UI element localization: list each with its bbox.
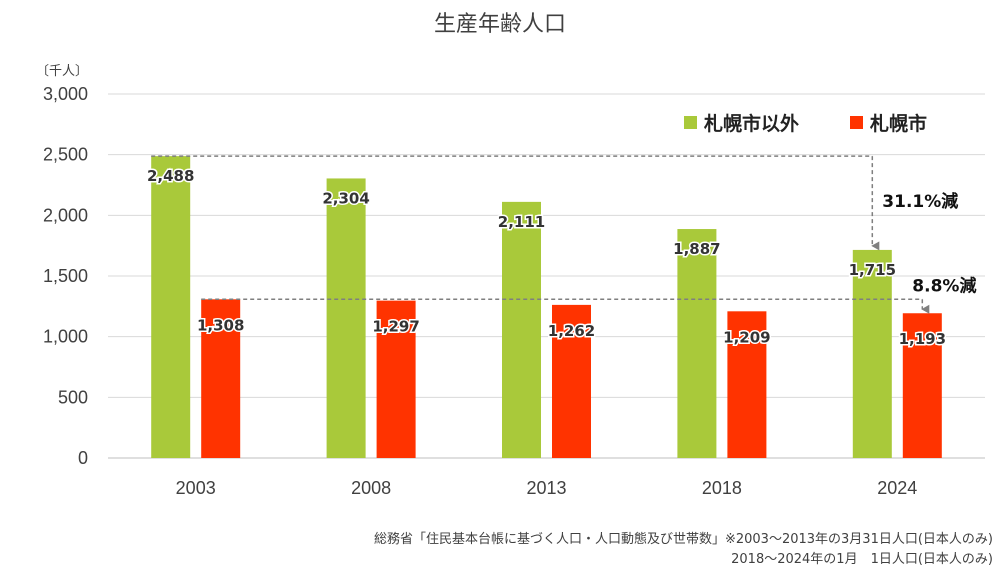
y-unit-label: 〔千人〕: [36, 64, 88, 79]
bars: [151, 156, 942, 458]
y-tick-label: 2,500: [43, 145, 88, 165]
legend: 札幌市以外 札幌市: [684, 112, 927, 135]
annotation-text: 8.8%減: [912, 275, 976, 296]
data-label: 1,262: [548, 322, 595, 340]
data-label: 1,308: [197, 316, 244, 334]
x-tick-label: 2003: [176, 478, 216, 498]
data-label: 1,209: [723, 328, 770, 346]
bar-sapporo: [201, 299, 241, 458]
y-tick-label: 500: [58, 387, 88, 407]
y-tick-label: 1,000: [43, 327, 88, 347]
annotation-text: 31.1%減: [882, 191, 958, 212]
source-note-line2: 2018～2024年の1月 1日人口(日本人のみ): [731, 552, 993, 567]
legend-swatch: [850, 116, 863, 129]
grid-lines: [108, 93, 985, 459]
legend-label: 札幌市以外: [703, 112, 799, 135]
x-tick-label: 2024: [877, 478, 917, 498]
data-label: 2,488: [147, 167, 194, 185]
source-note-line1: 総務省「住民基本台帳に基づく人口・人口動態及び世帯数」※2003～2013年の3…: [374, 531, 993, 547]
data-label: 1,887: [673, 240, 720, 258]
bar-outside-sapporo: [677, 229, 717, 458]
data-labels: 2,488 2,304 2,111 1,887 1,715 1,308 1,297 1,262…: [145, 166, 947, 350]
y-axis-ticks: 0 500 1,000 1,500 2,000 2,500 3,000: [43, 84, 88, 468]
x-tick-label: 2013: [526, 478, 566, 498]
bar-sapporo: [727, 311, 767, 458]
bar-outside-sapporo: [502, 201, 541, 458]
x-tick-label: 2008: [351, 478, 391, 498]
x-tick-label: 2018: [702, 478, 742, 498]
bar-sapporo: [552, 304, 591, 458]
data-label: 1,193: [899, 330, 946, 348]
data-label: 1,715: [849, 261, 896, 279]
x-axis-ticks: 2003 2008 2013 2018 2024: [176, 478, 918, 498]
chart-title: 生産年齢人口: [434, 12, 566, 37]
bar-outside-sapporo: [852, 249, 892, 458]
bar-sapporo: [902, 313, 942, 458]
annotations: 31.1%減 8.8%減: [151, 155, 976, 314]
data-label: 2,304: [322, 189, 369, 207]
data-label: 1,297: [372, 318, 419, 336]
bar-sapporo: [376, 300, 416, 458]
y-tick-label: 2,000: [43, 205, 88, 225]
bar-outside-sapporo: [151, 156, 191, 458]
y-tick-label: 3,000: [43, 84, 88, 104]
y-tick-label: 0: [78, 448, 88, 468]
legend-swatch: [684, 116, 697, 129]
data-label: 2,111: [498, 213, 545, 231]
bar-outside-sapporo: [326, 178, 366, 458]
y-tick-label: 1,500: [43, 266, 88, 286]
legend-label: 札幌市: [869, 112, 927, 135]
